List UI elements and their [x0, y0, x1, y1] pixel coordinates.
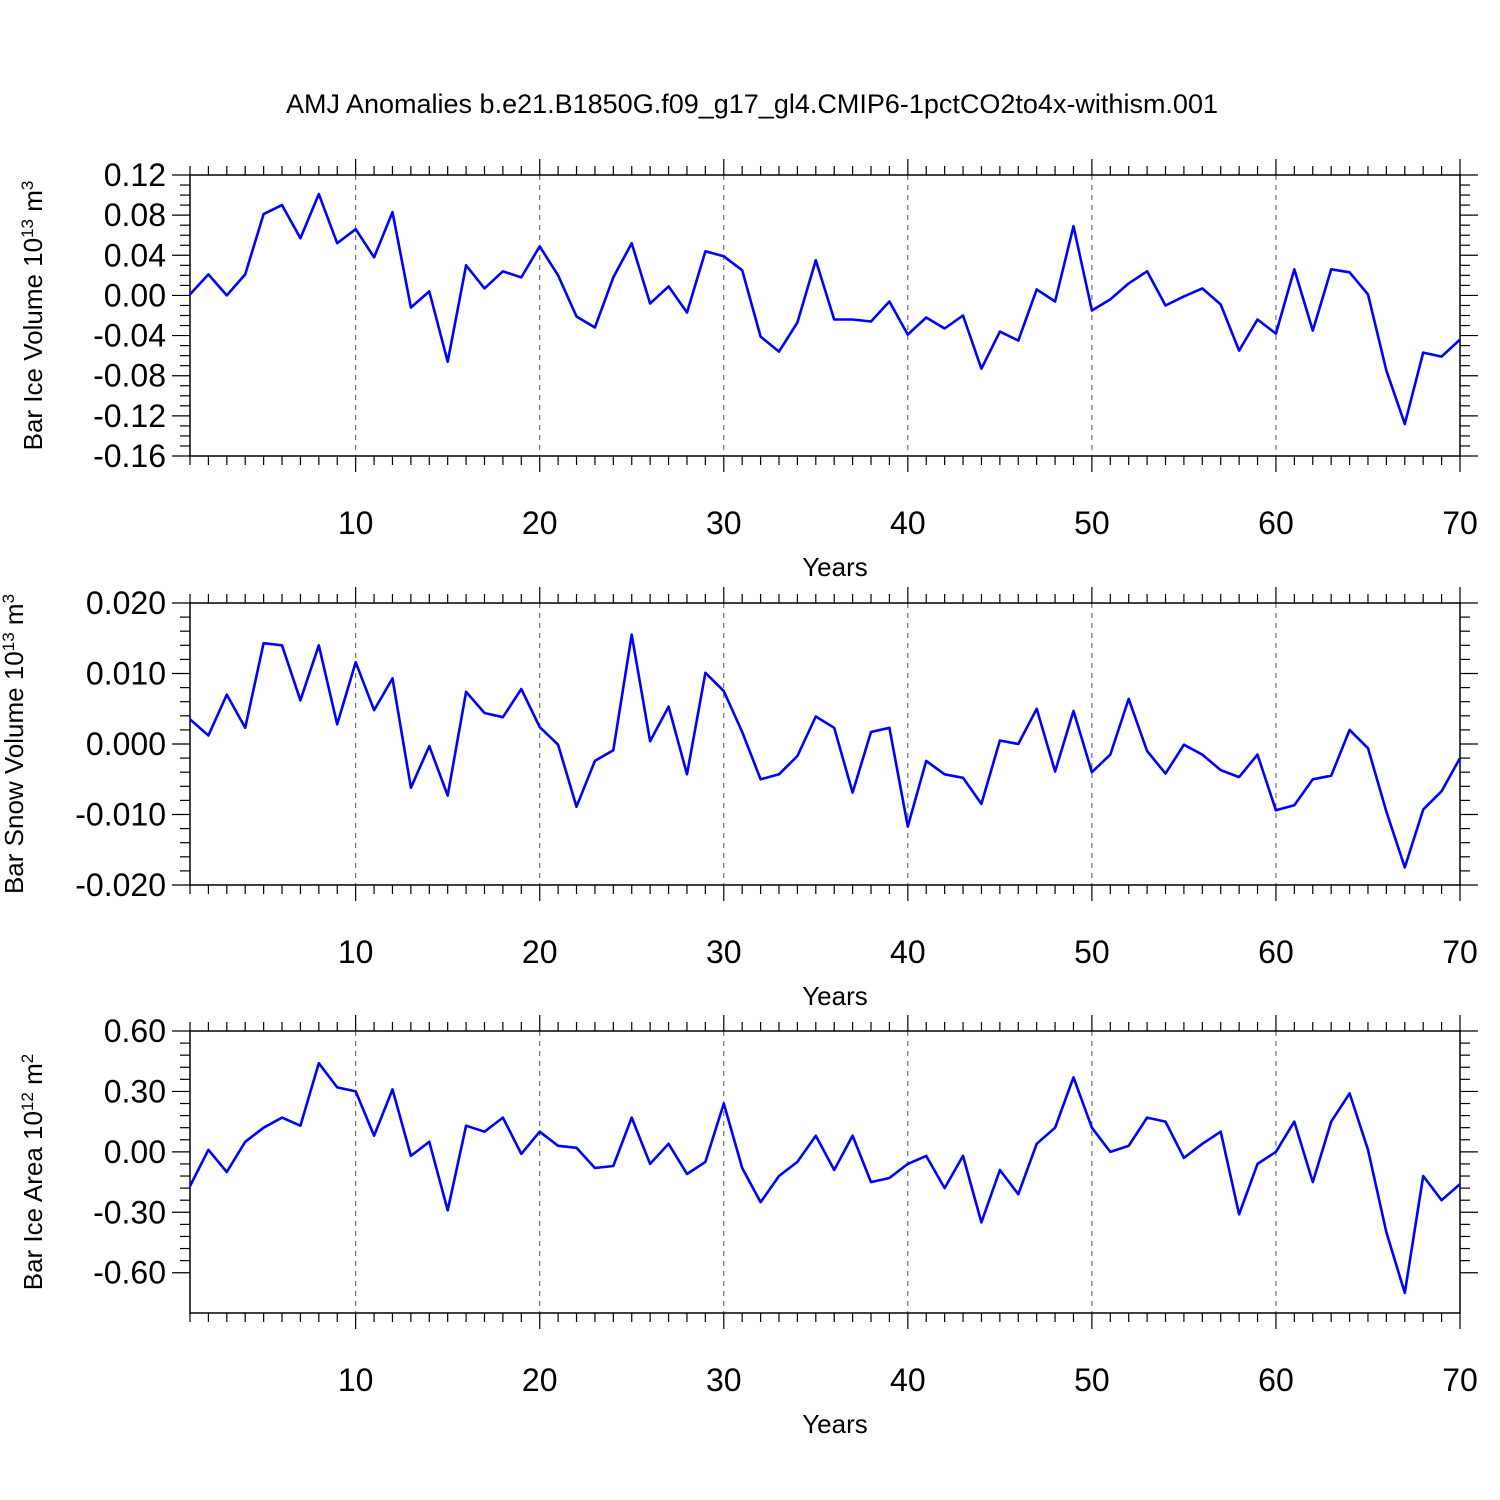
panel-1: 0.12 0.08 0.04 0.00 -0.04 -0.08 -0.12 -0.16 10 20…	[18, 157, 1478, 582]
y-tick-label: 0.08	[104, 197, 166, 233]
x-axis-label: Years	[802, 552, 868, 582]
x-tick-label: 40	[890, 505, 926, 541]
y-tick-label: -0.30	[93, 1194, 166, 1230]
x-tick-label: 30	[706, 505, 742, 541]
y-axis-label: Bar Ice Volume 1013 m3	[18, 181, 49, 451]
x-axis-label: Years	[802, 981, 868, 1011]
y-tick-label: 0.00	[104, 1134, 166, 1170]
y-tick-label: 0.60	[104, 1013, 166, 1049]
x-tick-label: 10	[338, 934, 374, 970]
x-tick-label: 40	[890, 934, 926, 970]
y-axis-label: Bar Snow Volume 1013 m3	[0, 594, 29, 894]
x-tick-label: 50	[1074, 1362, 1110, 1398]
x-tick-label: 60	[1258, 1362, 1294, 1398]
series-line	[189, 192, 1461, 426]
y-axis-label: Bar Ice Area 1012 m2	[18, 1054, 49, 1291]
y-tick-label: -0.010	[75, 797, 166, 833]
x-tick-label: 60	[1258, 934, 1294, 970]
x-tick-label: 50	[1074, 505, 1110, 541]
y-tick-label: -0.60	[93, 1255, 166, 1291]
plot-frame	[189, 602, 1461, 886]
y-tick-label: -0.020	[75, 867, 166, 903]
plot-frame	[189, 174, 1461, 457]
panel-2: 0.020 0.010 0.000 -0.010 -0.020 10 20 30 40 50 60 7…	[0, 585, 1478, 1011]
x-tick-label: 70	[1442, 505, 1478, 541]
x-axis-label: Years	[802, 1409, 868, 1439]
x-tick-label: 10	[338, 505, 374, 541]
x-tick-label: 60	[1258, 505, 1294, 541]
y-tick-label: -0.16	[93, 438, 166, 474]
y-tick-label: -0.12	[93, 398, 166, 434]
y-tick-label: -0.04	[93, 318, 166, 354]
x-tick-label: 10	[338, 1362, 374, 1398]
x-tick-label: 20	[522, 505, 558, 541]
x-tick-label: 20	[522, 934, 558, 970]
y-tick-label: 0.30	[104, 1073, 166, 1109]
x-tick-label: 70	[1442, 934, 1478, 970]
series-line	[188, 1061, 1461, 1295]
x-tick-label: 30	[706, 934, 742, 970]
y-tick-label: 0.020	[86, 585, 166, 621]
y-tick-label: 0.12	[104, 157, 166, 193]
x-tick-label: 70	[1442, 1362, 1478, 1398]
x-tick-label: 30	[706, 1362, 742, 1398]
chart-panels: 0.12 0.08 0.04 0.00 -0.04 -0.08 -0.12 -0.16 10 20…	[0, 157, 1478, 1439]
x-tick-label: 40	[890, 1362, 926, 1398]
x-tick-label: 50	[1074, 934, 1110, 970]
y-tick-label: 0.010	[86, 656, 166, 692]
series-line	[189, 633, 1462, 869]
y-tick-label: 0.000	[86, 726, 166, 762]
panel-3: 0.60 0.30 0.00 -0.30 -0.60 10 20 30 40 50 60 70 Year…	[18, 1013, 1478, 1439]
y-tick-label: -0.08	[93, 358, 166, 394]
x-tick-label: 20	[522, 1362, 558, 1398]
chart-title: AMJ Anomalies b.e21.B1850G.f09_g17_gl4.C…	[286, 89, 1218, 119]
y-tick-label: 0.00	[104, 277, 166, 313]
plot-frame	[189, 1030, 1461, 1314]
y-tick-label: 0.04	[104, 237, 166, 273]
